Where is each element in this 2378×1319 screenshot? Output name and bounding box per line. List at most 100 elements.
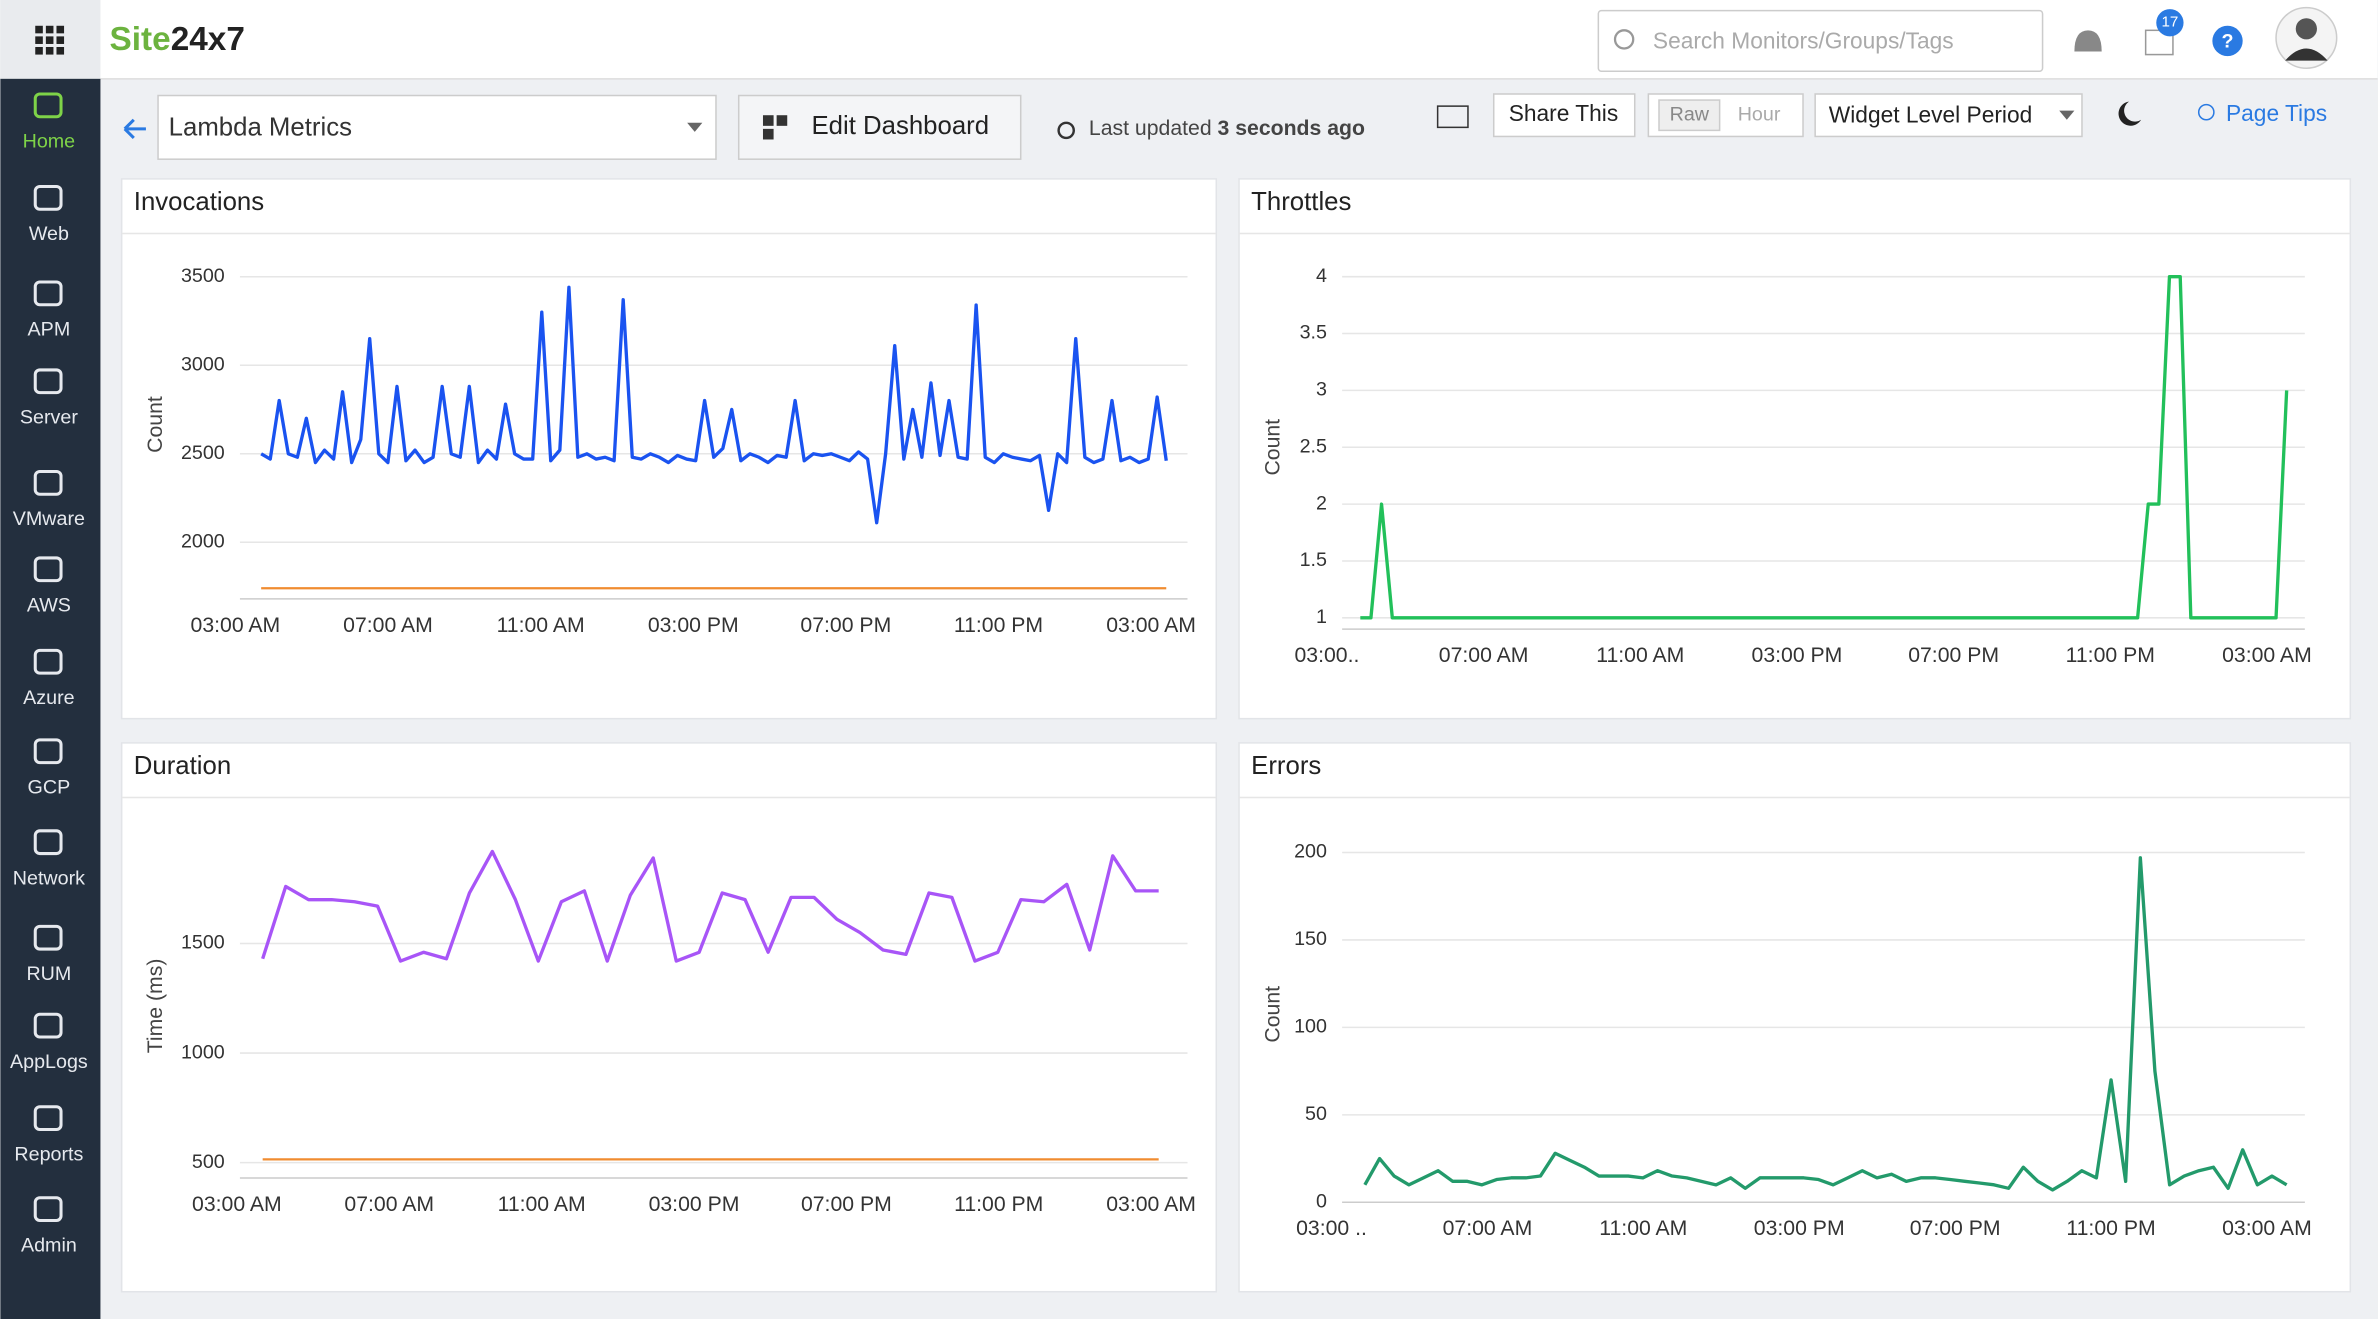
x-tick-label: 03:00.. (1295, 644, 1360, 667)
logo-part: Site (110, 21, 171, 58)
nav-icon (33, 280, 63, 307)
x-tick-label: 07:00 AM (1443, 1217, 1533, 1240)
nav-icon (33, 556, 63, 583)
x-tick-label: 03:00 AM (191, 614, 281, 637)
x-tick-label: 11:00 AM (497, 614, 585, 637)
widget-card (1238, 178, 2352, 720)
y-tick-label: 3 (1316, 379, 1327, 401)
raw-label: Raw (1670, 103, 1710, 125)
x-tick-label: 03:00 AM (1106, 1193, 1196, 1216)
x-tick-label: 11:00 PM (2066, 644, 2155, 667)
widget-title: Invocations (134, 188, 264, 216)
nav-label: Home (23, 131, 76, 153)
dashboard-name: Lambda Metrics (169, 114, 352, 142)
widget-card (120, 742, 1218, 1293)
logo-part: 24x7 (171, 21, 245, 58)
search-box[interactable] (1597, 9, 2044, 73)
nav-icon (33, 469, 63, 496)
x-tick-label: 11:00 PM (954, 1193, 1043, 1216)
last-updated-label: Last updated (1089, 116, 1212, 139)
x-tick-label: 07:00 AM (344, 1193, 434, 1216)
nav-item[interactable] (0, 816, 100, 904)
y-tick-label: 1.5 (1300, 549, 1327, 571)
widget-title: Throttles (1251, 188, 1351, 216)
y-tick-label: 3.5 (1300, 322, 1327, 344)
period-label: Widget Level Period (1829, 102, 2032, 128)
search-icon (1613, 29, 1635, 50)
y-tick-label: 2 (1316, 492, 1327, 514)
sidebar (0, 78, 101, 1319)
series-line (1360, 275, 2289, 620)
y-tick-label: 500 (192, 1151, 225, 1173)
nav-icon (33, 184, 63, 211)
y-tick-label: 2000 (181, 530, 225, 552)
alarm-icon[interactable] (2074, 30, 2102, 52)
y-tick-label: 1500 (181, 932, 225, 954)
x-tick-label: 07:00 PM (1908, 644, 1999, 667)
nav-item[interactable] (0, 79, 100, 167)
nav-label: RUM (26, 963, 71, 985)
tv-icon[interactable] (1436, 105, 1469, 129)
y-tick-label: 200 (1294, 841, 1327, 863)
nav-icon (33, 648, 63, 675)
nav-item[interactable] (0, 171, 100, 259)
nav-item[interactable] (0, 1092, 100, 1180)
series-line (260, 285, 1168, 525)
nav-item[interactable] (0, 543, 100, 631)
nav-item[interactable] (0, 911, 100, 999)
y-tick-label: 100 (1294, 1016, 1327, 1038)
nav-icon (33, 924, 63, 951)
widget-card (1238, 742, 2352, 1293)
help-mark: ? (2222, 31, 2234, 53)
nav-label: GCP (28, 777, 71, 799)
share-button[interactable] (1492, 93, 1636, 138)
logo: Site24x7 (110, 21, 245, 58)
nav-item[interactable] (0, 999, 100, 1087)
x-tick-label: 03:00 PM (649, 1193, 740, 1216)
y-tick-label: 3500 (181, 265, 225, 287)
nav-label: Azure (23, 687, 74, 709)
back-arrow[interactable] (123, 118, 146, 140)
nav-label: AppLogs (10, 1051, 88, 1073)
y-axis-label: Count (1262, 419, 1285, 476)
x-tick-label: 03:00 PM (1754, 1217, 1845, 1240)
edit-button[interactable] (737, 94, 1022, 160)
y-tick-label: 50 (1305, 1103, 1327, 1125)
nav-item[interactable] (0, 725, 100, 813)
nav-label: AWS (27, 595, 71, 617)
nav-item[interactable] (0, 1183, 100, 1271)
x-tick-label: 03:00 AM (2222, 644, 2312, 667)
nav-item[interactable] (0, 355, 100, 443)
x-tick-label: 11:00 PM (954, 614, 1043, 637)
page-tips[interactable]: Page Tips (2226, 100, 2327, 126)
widget-title: Errors (1251, 752, 1321, 780)
period-select[interactable] (1814, 93, 2083, 138)
dropdown-arrow (687, 122, 703, 132)
dark-mode-icon[interactable] (2118, 101, 2142, 126)
x-tick-label: 03:00 AM (1106, 614, 1196, 637)
x-tick-label: 07:00 PM (801, 1193, 892, 1216)
hour-label[interactable]: Hour (1738, 103, 1781, 125)
dashboard-select[interactable] (157, 94, 717, 160)
nav-item[interactable] (0, 635, 100, 723)
nav-icon (33, 738, 63, 765)
x-tick-label: 03:00 AM (192, 1193, 282, 1216)
y-axis-label: Time (ms) (144, 959, 167, 1054)
y-axis-label: Count (144, 396, 167, 453)
apps-icon (35, 25, 65, 55)
badge-count: 17 (2161, 14, 2178, 31)
raw-button[interactable] (1658, 99, 1721, 132)
y-tick-label: 1000 (181, 1041, 225, 1063)
refresh-icon[interactable] (1057, 121, 1075, 140)
series-line (261, 849, 1159, 963)
nav-item[interactable] (0, 456, 100, 544)
nav-item[interactable] (0, 267, 100, 355)
x-tick-label: 07:00 AM (1439, 644, 1529, 667)
x-tick-label: 11:00 AM (498, 1193, 586, 1216)
last-updated: Last updated 3 seconds ago (1089, 116, 1365, 139)
nav-icon (33, 829, 63, 856)
help-icon[interactable] (2212, 25, 2243, 57)
